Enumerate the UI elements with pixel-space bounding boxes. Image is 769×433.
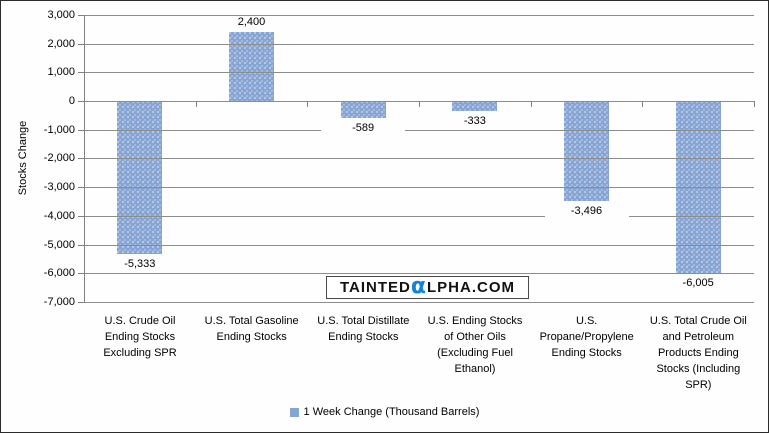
y-axis-tick-label: -6,000 (43, 267, 75, 280)
y-axis-tick-label: -4,000 (43, 209, 75, 222)
y-axis-tick-label: -3,000 (43, 181, 75, 194)
y-axis-title: Stocks Change (17, 120, 29, 196)
y-axis-tick (78, 101, 84, 102)
category-label: U.S. Ending Stocks of Other Oils (Exclud… (427, 315, 523, 375)
y-axis-tick-label: 1,000 (47, 66, 75, 79)
y-axis-tick (78, 244, 84, 246)
category-label: U.S. Total Distillate Ending Stocks (317, 315, 410, 343)
y-axis-tick (78, 215, 84, 217)
y-axis-tick-label: -2,000 (43, 152, 75, 165)
y-axis-tick (78, 301, 84, 303)
watermark-box: TAINTED α LPHA.COM (326, 273, 529, 299)
x-axis-tick (419, 101, 420, 107)
bar-value-label: 2,400 (209, 16, 294, 30)
x-axis-tick (195, 101, 197, 107)
gridline (84, 72, 754, 74)
bar-value-label: -589 (321, 121, 406, 135)
bar (117, 101, 163, 255)
bar (564, 101, 609, 202)
gridline (84, 301, 754, 303)
legend-series-label: 1 Week Change (Thousand Barrels) (303, 406, 480, 418)
y-axis-tick (78, 158, 84, 160)
gridline (84, 129, 754, 131)
bar (340, 101, 386, 118)
x-axis-tick (754, 101, 755, 107)
alpha-logo-icon: α (410, 273, 427, 299)
x-axis-tick (307, 101, 309, 107)
x-axis-tick (530, 101, 532, 107)
y-axis-line (84, 14, 85, 302)
bar-value-label: -3,496 (544, 205, 629, 219)
x-axis-tick (84, 101, 85, 107)
chart-legend: 1 Week Change (Thousand Barrels) (1, 404, 768, 420)
y-axis-tick (78, 14, 84, 16)
y-axis-tick-label: 3,000 (47, 8, 75, 21)
y-axis-tick (78, 187, 84, 189)
legend-swatch-icon (289, 407, 299, 417)
y-axis-tick (78, 43, 84, 45)
gridline (84, 273, 754, 275)
gridline (84, 215, 754, 217)
bar-value-label: -333 (432, 114, 517, 128)
bar (229, 32, 274, 101)
gridline (84, 244, 754, 246)
category-label: U.S. Total Crude Oil and Petroleum Produ… (649, 315, 747, 391)
category-label: U.S. Crude Oil Ending Stocks Excluding S… (103, 315, 177, 359)
bar (452, 101, 498, 111)
gridline (84, 158, 754, 160)
y-axis-tick-label: -7,000 (43, 295, 75, 308)
category-label: U.S. Propane/Propylene Ending Stocks (539, 315, 634, 359)
gridline (84, 187, 754, 189)
y-axis-tick (78, 72, 84, 74)
watermark-text-prefix: TAINTED (339, 279, 411, 296)
bar-value-label: -6,005 (656, 277, 741, 291)
y-axis-tick (78, 129, 84, 131)
gridline (84, 14, 754, 16)
gridline (84, 43, 754, 45)
x-axis-tick (642, 101, 644, 107)
category-label: U.S. Total Gasoline Ending Stocks (204, 315, 299, 343)
y-axis-tick-label: -1,000 (43, 123, 75, 136)
bar-value-label: -5,333 (97, 258, 182, 272)
y-axis-tick-label: 0 (68, 95, 75, 107)
y-axis-tick (78, 273, 84, 275)
y-axis-tick-label: -5,000 (43, 238, 75, 251)
y-axis-tick-label: 2,000 (47, 37, 75, 50)
watermark-text-suffix: LPHA.COM (427, 279, 515, 296)
